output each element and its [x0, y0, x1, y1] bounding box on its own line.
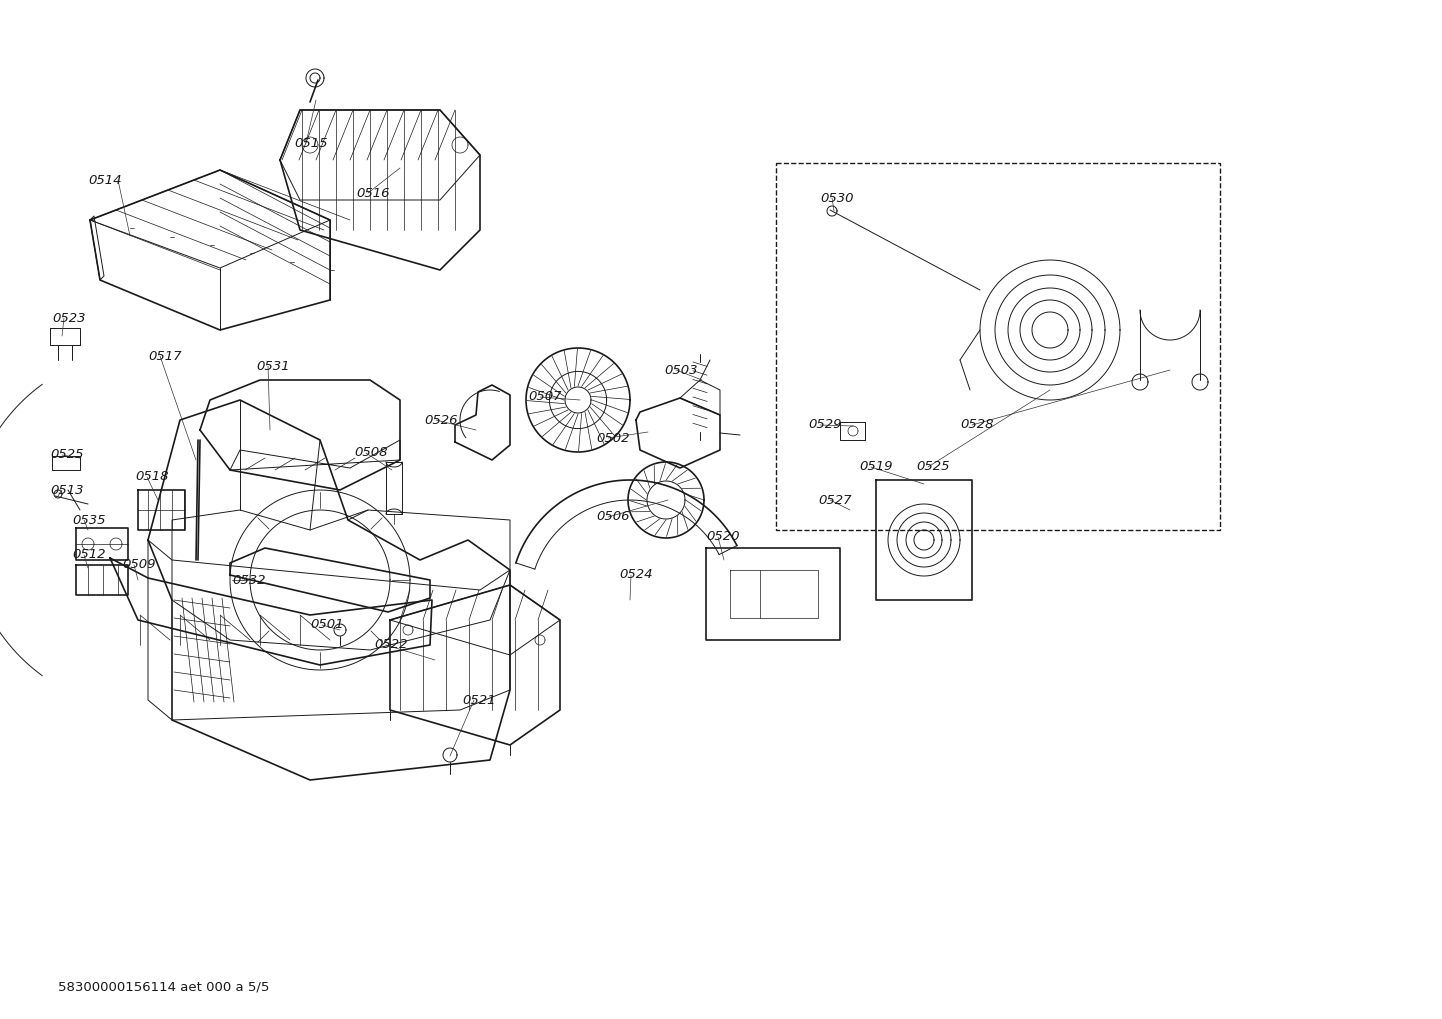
Text: 0512: 0512 — [72, 548, 105, 561]
Text: 0501: 0501 — [310, 619, 343, 632]
Text: 0507: 0507 — [528, 390, 561, 404]
Text: 0530: 0530 — [820, 192, 854, 205]
Text: 0523: 0523 — [52, 312, 85, 324]
Text: 0506: 0506 — [596, 511, 630, 524]
Text: 0525: 0525 — [916, 461, 949, 474]
Text: 0513: 0513 — [50, 483, 84, 496]
Text: 0528: 0528 — [960, 419, 994, 431]
Text: 0518: 0518 — [136, 471, 169, 483]
Bar — [776, 163, 1220, 530]
Text: 0532: 0532 — [232, 574, 265, 587]
Text: 0519: 0519 — [859, 461, 893, 474]
Text: 0527: 0527 — [818, 493, 851, 506]
Text: 0524: 0524 — [619, 569, 652, 582]
Text: 0526: 0526 — [424, 414, 457, 427]
Text: 0516: 0516 — [356, 186, 389, 200]
Text: 0535: 0535 — [72, 514, 105, 527]
Text: 58300000156114 aet 000 a 5/5: 58300000156114 aet 000 a 5/5 — [58, 980, 270, 993]
Text: 0521: 0521 — [461, 694, 496, 706]
Text: 0508: 0508 — [353, 446, 388, 460]
Text: 0509: 0509 — [123, 558, 156, 572]
Text: 0531: 0531 — [257, 360, 290, 373]
Text: 0517: 0517 — [149, 350, 182, 363]
Text: 0529: 0529 — [808, 419, 842, 431]
Text: 0503: 0503 — [663, 364, 698, 376]
Text: 0525: 0525 — [50, 448, 84, 462]
Text: 0520: 0520 — [707, 531, 740, 543]
Text: 0522: 0522 — [373, 639, 408, 651]
Text: 0515: 0515 — [294, 137, 327, 150]
Text: 0502: 0502 — [596, 431, 630, 444]
Text: 0514: 0514 — [88, 173, 121, 186]
